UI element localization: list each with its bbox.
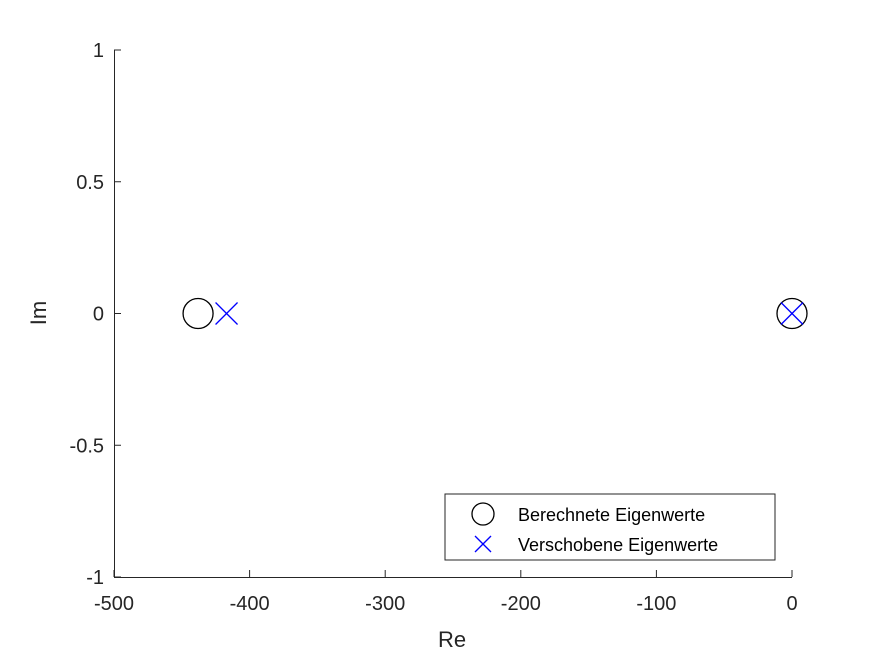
x-tick-label: -500 xyxy=(94,593,134,615)
y-axis-label: Im xyxy=(26,301,51,325)
legend: Berechnete Eigenwerte Verschobene Eigenwe… xyxy=(444,493,776,561)
legend-box xyxy=(444,493,776,561)
legend-label-2: Verschobene Eigenwerte xyxy=(518,535,718,555)
shifted-eigenvalue-x-marker xyxy=(780,302,804,325)
legend-marker-1 xyxy=(471,502,495,526)
x-axis-label: Re xyxy=(438,627,466,652)
y-tick-label: 0 xyxy=(93,304,104,326)
axes: -500 -400 -300 -200 -100 0 -1 -0.5 0 0.5 1 xyxy=(70,40,798,615)
eigenvalue-circle-marker xyxy=(182,297,214,330)
y-tick-label: 1 xyxy=(93,40,104,62)
legend-marker-2 xyxy=(474,535,492,553)
eigenvalue-circle-marker xyxy=(776,297,808,330)
y-tick-label: -1 xyxy=(86,567,104,589)
x-tick-label: -100 xyxy=(636,593,676,615)
shifted-eigenvalue-x-marker xyxy=(215,302,239,325)
x-tick-label: -300 xyxy=(365,593,405,615)
plot-area xyxy=(182,297,808,330)
y-tick-label: -0.5 xyxy=(70,435,104,457)
legend-label-1: Berechnete Eigenwerte xyxy=(518,505,705,525)
x-tick-label: -400 xyxy=(230,593,270,615)
x-tick-label: -200 xyxy=(501,593,541,615)
y-tick-label: 0.5 xyxy=(76,172,104,194)
x-tick-label: 0 xyxy=(786,593,797,615)
